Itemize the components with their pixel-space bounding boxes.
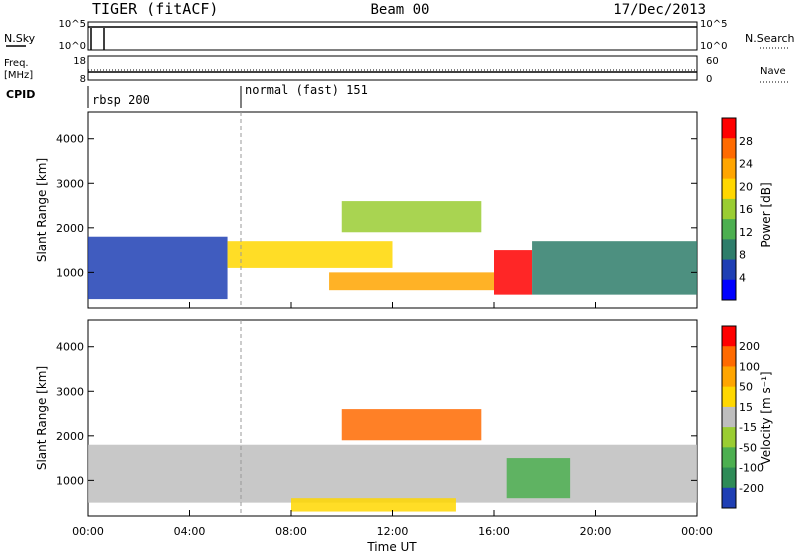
velocity-colorbar-tick: -15	[739, 421, 757, 434]
velocity-echo-region	[506, 458, 571, 499]
nsearch-label: N.Search	[745, 32, 795, 45]
power-colorbar-tick: 8	[739, 249, 746, 262]
station-title: TIGER (fitACF)	[92, 0, 218, 18]
power-colorbar-tick: 28	[739, 135, 753, 148]
noise-panel-frame	[87, 21, 698, 51]
velocity-ytick-label: 2000	[56, 430, 84, 443]
velocity-colorbar-swatch	[722, 487, 736, 509]
cpid-mode-1: rbsp 200	[92, 93, 150, 107]
power-ylabel: Slant Range [km]	[35, 158, 49, 262]
time-tick-label: 00:00	[681, 525, 713, 538]
velocity-colorbar-tick: 15	[739, 401, 753, 414]
velocity-colorbar-tick: 50	[739, 381, 753, 394]
power-echo-region	[532, 241, 697, 295]
velocity-colorbar-swatch	[722, 447, 736, 469]
power-ytick-label: 2000	[56, 222, 84, 235]
velocity-ytick-label: 4000	[56, 341, 84, 354]
velocity-colorbar: 200 100 50 15 -15 -50 -100 -200	[721, 325, 764, 509]
velocity-colorbar-tick: -100	[739, 462, 764, 475]
power-colorbar-swatch	[722, 138, 736, 159]
power-ytick-label: 4000	[56, 133, 84, 146]
cpid-mode-2: normal (fast) 151	[245, 83, 368, 97]
power-ytick-label: 1000	[56, 266, 84, 279]
time-tick-label: 20:00	[580, 525, 612, 538]
power-colorbar-swatch	[722, 219, 736, 240]
velocity-yticks: 4000 3000 2000 1000	[56, 341, 697, 487]
power-echo-region	[341, 201, 482, 233]
nave-tick-high: 60	[706, 56, 719, 67]
nave-label: Nave	[760, 66, 786, 77]
freq-tick-high: 18	[73, 56, 86, 67]
power-colorbar-tick: 16	[739, 203, 753, 216]
freq-panel-frame	[87, 55, 698, 81]
power-colorbar-swatch	[722, 198, 736, 220]
time-tick-label: 16:00	[478, 525, 510, 538]
velocity-colorbar-tick: -200	[739, 482, 764, 495]
freq-tick-low: 8	[80, 74, 86, 85]
power-colorbar-frame	[721, 117, 737, 301]
date-title: 17/Dec/2013	[613, 2, 706, 18]
time-tick-label: 12:00	[377, 525, 409, 538]
velocity-colorbar-label: Velocity [m s⁻¹]	[759, 371, 773, 464]
time-axis-ticks: 00:00 04:00 08:00 12:00 16:00 20:00 00:00	[72, 302, 713, 538]
velocity-colorbar-tick: -50	[739, 441, 757, 454]
noise-tick-right-low: 10^0	[700, 41, 727, 52]
power-echo-region	[227, 241, 393, 268]
velocity-colorbar-frame	[721, 325, 737, 509]
power-colorbar-swatch	[722, 279, 736, 301]
time-tick-label: 04:00	[174, 525, 206, 538]
velocity-colorbar-swatch	[722, 366, 736, 388]
cpid-label: CPID	[6, 88, 35, 101]
noise-tick-left-low: 10^0	[59, 41, 86, 52]
velocity-colorbar-swatch	[722, 346, 736, 367]
velocity-panel: Slant Range [km] 4000 3000 2000 1000	[35, 319, 698, 517]
power-colorbar-swatch	[722, 239, 736, 261]
power-colorbar-tick: 12	[739, 226, 753, 239]
velocity-echoes	[88, 409, 697, 512]
power-ytick-label: 3000	[56, 177, 84, 190]
beam-title: Beam 00	[370, 2, 429, 18]
velocity-colorbar-swatch	[722, 326, 736, 347]
power-colorbar-swatch	[722, 158, 736, 180]
power-echo-region	[494, 250, 533, 295]
velocity-colorbar-tick: 100	[739, 360, 760, 373]
noise-tick-right-high: 10^5	[700, 19, 727, 30]
velocity-ytick-label: 1000	[56, 474, 84, 487]
power-colorbar-swatch	[722, 178, 736, 200]
velocity-colorbar-swatch	[722, 406, 736, 428]
power-colorbar-label: Power [dB]	[759, 182, 773, 247]
velocity-ylabel: Slant Range [km]	[35, 366, 49, 470]
power-yticks: 4000 3000 2000 1000	[56, 133, 697, 279]
power-colorbar: 28 24 20 16 12 8 4	[721, 117, 753, 301]
velocity-colorbar-swatch	[722, 427, 736, 448]
power-colorbar-tick: 20	[739, 180, 753, 193]
velocity-echo-region	[291, 498, 456, 512]
velocity-colorbar-swatch	[722, 467, 736, 489]
power-echoes	[88, 201, 697, 300]
velocity-colorbar-tick: 200	[739, 340, 760, 353]
time-axis-label: Time UT	[366, 540, 417, 554]
freq-label-line2: [MHz]	[4, 70, 33, 81]
freq-label-line1: Freq.	[4, 58, 29, 69]
velocity-ytick-label: 3000	[56, 385, 84, 398]
velocity-echo-region	[341, 409, 482, 441]
power-colorbar-swatch	[722, 118, 736, 139]
power-echo-region	[329, 272, 494, 291]
velocity-echo-region	[88, 444, 697, 503]
nsky-label: N.Sky	[4, 32, 36, 45]
power-echo-region	[88, 236, 228, 300]
time-tick-label: 08:00	[275, 525, 307, 538]
power-colorbar-tick: 24	[739, 158, 753, 171]
power-colorbar-tick: 4	[739, 271, 746, 284]
noise-tick-left-high: 10^5	[59, 19, 86, 30]
nave-tick-low: 0	[706, 74, 712, 85]
time-tick-label: 00:00	[72, 525, 104, 538]
power-panel: Slant Range [km] 4000 3000 2000 1000	[35, 111, 698, 309]
velocity-colorbar-swatch	[722, 386, 736, 408]
power-colorbar-swatch	[722, 259, 736, 281]
